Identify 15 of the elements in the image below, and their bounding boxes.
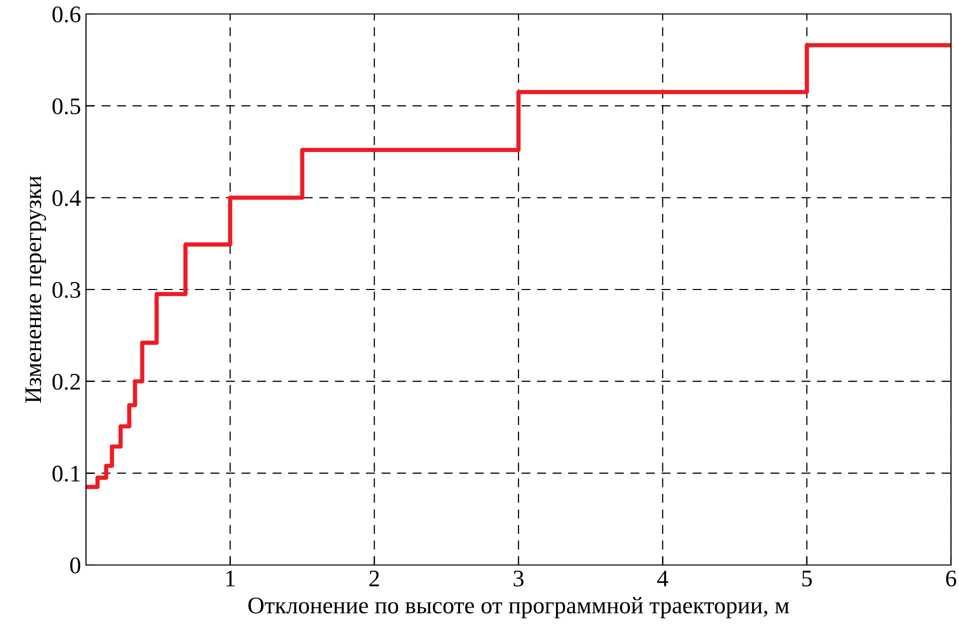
y-tick-label: 0.2 [52, 374, 80, 390]
y-tick-label: 0.3 [52, 282, 80, 298]
y-tick-label: 0.5 [52, 98, 80, 114]
x-tick-label: 1 [226, 570, 235, 586]
y-tick-label: 0 [70, 557, 80, 574]
x-tick-label: 4 [657, 570, 668, 586]
x-axis-title: Отклонение по высоте от программной траектории, м [248, 597, 790, 618]
x-tick-label: 5 [802, 570, 812, 586]
y-axis-title: Изменение перегрузки [26, 176, 46, 403]
y-tick-label: 0.4 [52, 190, 81, 206]
x-tick-label: 6 [946, 570, 956, 586]
x-tick-label: 2 [369, 570, 379, 586]
x-tick-label: 3 [514, 570, 524, 586]
y-tick-label: 0.1 [52, 466, 80, 482]
y-tick-label: 0.6 [52, 6, 80, 23]
